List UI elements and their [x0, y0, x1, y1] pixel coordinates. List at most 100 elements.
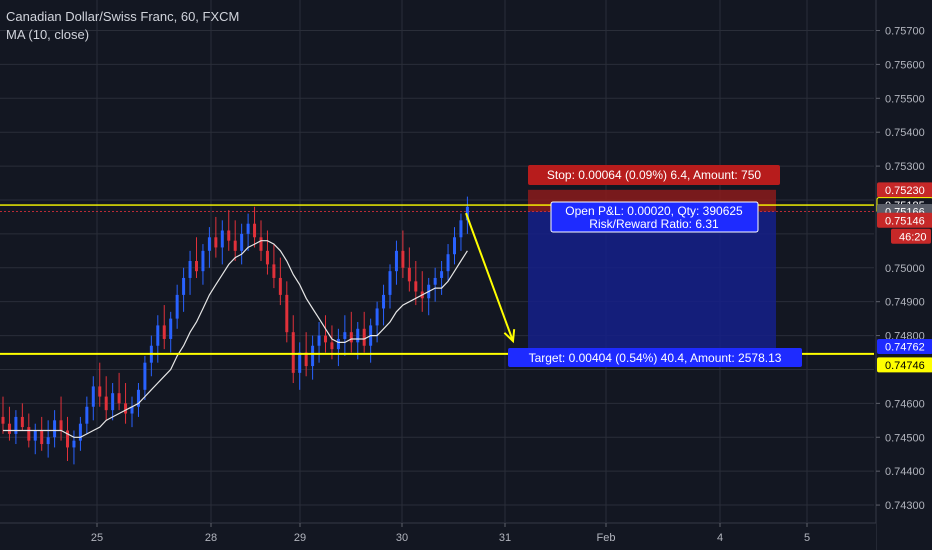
candle-body — [182, 277, 186, 295]
price-tick-label: 0.75500 — [885, 93, 925, 105]
price-badge-label: 46:20 — [899, 231, 927, 243]
candle-body — [98, 386, 102, 397]
price-tick-label: 0.74300 — [885, 500, 925, 512]
candle-body — [53, 420, 57, 438]
candle-body — [7, 423, 11, 434]
arrow-head — [503, 329, 516, 344]
price-tick-label: 0.75400 — [885, 127, 925, 139]
candle-body — [85, 406, 89, 424]
time-tick-label: 30 — [396, 532, 408, 544]
projection-arrow[interactable] — [465, 212, 516, 344]
candle-body — [246, 223, 250, 234]
candle-body — [291, 332, 295, 373]
candle-body — [111, 393, 115, 411]
candle-body — [162, 325, 166, 339]
candle-body — [304, 352, 308, 367]
symbol-title[interactable]: Canadian Dollar/Swiss Franc, 60, FXCM — [6, 9, 240, 24]
candlestick-series — [1, 196, 469, 465]
candle-body — [1, 416, 5, 424]
candle-body — [104, 396, 108, 411]
price-badge — [877, 212, 932, 228]
stop-label-text: Stop: 0.00064 (0.09%) 6.4, Amount: 750 — [547, 168, 761, 182]
candle-body — [459, 220, 463, 238]
time-tick-label: 5 — [804, 532, 810, 544]
price-badge-label: 0.74746 — [885, 360, 925, 372]
target-zone[interactable] — [528, 211, 776, 349]
chart-legend[interactable]: Canadian Dollar/Swiss Franc, 60, FXCM MA… — [6, 8, 239, 44]
price-tick-label: 0.75700 — [885, 26, 925, 38]
target-label[interactable]: Target: 0.00404 (0.54%) 40.4, Amount: 25… — [508, 348, 802, 367]
candle-body — [117, 393, 121, 404]
candle-body — [20, 416, 24, 428]
candle-body — [91, 386, 95, 407]
candle-body — [298, 352, 302, 373]
price-badge — [877, 338, 932, 354]
candle-body — [78, 423, 82, 441]
candle-body — [188, 261, 192, 278]
candle-body — [311, 345, 315, 367]
candle-body — [265, 250, 269, 265]
price-badge-label: 0.74762 — [885, 341, 925, 353]
candle-body — [46, 437, 50, 445]
candle-body — [414, 281, 418, 292]
price-tick-label: 0.74900 — [885, 297, 925, 309]
time-tick-label: 31 — [499, 532, 511, 544]
time-tick-label: 28 — [205, 532, 217, 544]
price-axis[interactable]: 0.75700 0.75600 0.75500 0.75400 0.75300 0.749… — [875, 0, 932, 550]
candle-body — [407, 267, 411, 282]
price-badge — [877, 182, 932, 198]
candle-body — [124, 403, 128, 414]
candle-body — [143, 362, 147, 390]
candle-body — [259, 237, 263, 251]
candle-body — [66, 430, 69, 448]
candle-body — [324, 335, 327, 343]
candle-body — [394, 250, 398, 272]
arrow-shaft — [465, 212, 514, 342]
candle-body — [72, 440, 76, 448]
price-badge — [877, 357, 932, 373]
candle-body — [343, 332, 347, 339]
candle-body — [233, 240, 237, 251]
candle-body — [446, 254, 450, 272]
price-tick-label: 0.75300 — [885, 161, 925, 173]
candle-body — [253, 223, 257, 238]
pnl-label-line2: Risk/Reward Ratio: 6.31 — [589, 217, 719, 231]
candle-body — [465, 206, 469, 221]
time-axis[interactable]: 25 28 29 30 31 Feb 4 5 — [0, 522, 876, 550]
candle-body — [362, 328, 366, 346]
candle-body — [156, 325, 160, 346]
moving-average-line — [3, 240, 468, 438]
candle-body — [195, 261, 198, 272]
stop-label[interactable]: Stop: 0.00064 (0.09%) 6.4, Amount: 750 — [528, 165, 780, 185]
time-tick-label: 25 — [91, 532, 103, 544]
candle-body — [130, 406, 134, 414]
candle-body — [220, 230, 224, 248]
price-badge-label: 0.75146 — [885, 215, 925, 227]
candle-body — [207, 237, 211, 251]
time-tick-label: Feb — [597, 532, 616, 544]
candle-body — [201, 250, 205, 272]
candle-body — [14, 416, 18, 434]
candle-body — [175, 294, 179, 319]
candle-body — [27, 427, 31, 441]
indicator-title[interactable]: MA (10, close) — [6, 27, 90, 42]
candle-body — [285, 294, 289, 333]
price-badge — [891, 228, 931, 244]
candle-body — [278, 277, 282, 295]
candle-body — [336, 338, 340, 350]
candle-body — [240, 233, 244, 251]
candle-body — [388, 271, 392, 295]
price-tick-label: 0.74600 — [885, 398, 925, 410]
candle-body — [169, 318, 173, 339]
candle-body — [227, 230, 231, 241]
candle-body — [59, 420, 63, 431]
candle-body — [214, 237, 218, 248]
price-tick-label: 0.74400 — [885, 466, 925, 478]
candle-body — [349, 332, 353, 343]
pnl-label[interactable]: Open P&L: 0.00020, Qty: 390625 Risk/Rewa… — [550, 201, 759, 233]
price-tick-label: 0.75000 — [885, 263, 925, 275]
candle-body — [136, 389, 140, 407]
price-badge-label: 0.75230 — [885, 185, 925, 197]
pnl-label-line1: Open P&L: 0.00020, Qty: 390625 — [565, 204, 743, 218]
